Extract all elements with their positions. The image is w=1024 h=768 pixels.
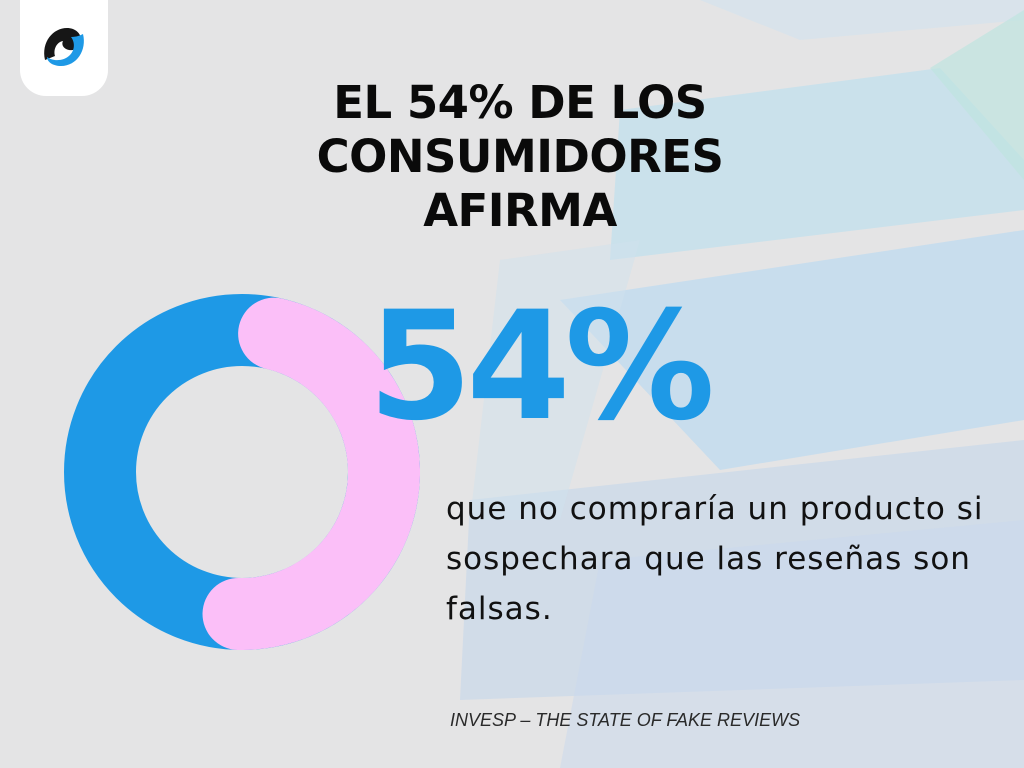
headline-title: EL 54% DE LOS CONSUMIDORES AFIRMA <box>316 76 724 237</box>
brand-logo-icon <box>44 28 84 66</box>
stat-description: que no compraría un producto si sospecha… <box>446 491 984 627</box>
donut-slice-highlight <box>64 294 420 650</box>
stat-percent: 54% <box>368 280 715 454</box>
donut-chart <box>64 294 420 650</box>
logo-tab <box>20 0 108 96</box>
source-citation: INVESP – THE STATE OF FAKE REVIEWS <box>450 710 801 730</box>
